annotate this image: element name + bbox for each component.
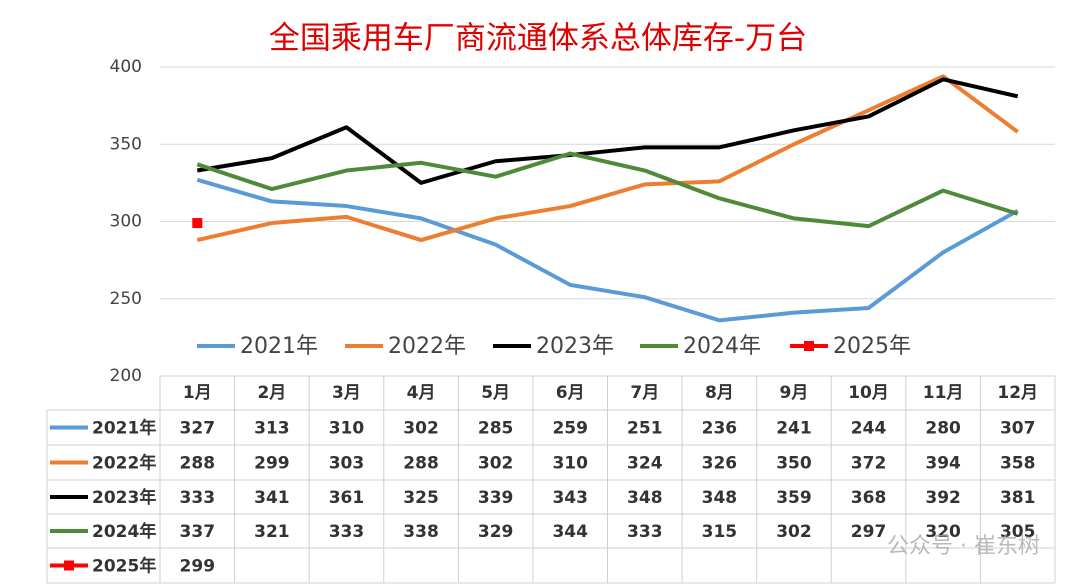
table-cell: 333 (329, 522, 365, 542)
legend-label: 2024年 (683, 334, 761, 359)
table-cell: 251 (627, 419, 663, 439)
table-cell: 236 (702, 419, 738, 439)
table-cell: 325 (403, 488, 439, 508)
table-cell: 280 (925, 419, 961, 439)
table-cell: 392 (925, 488, 961, 508)
x-tick-label: 11月 (923, 383, 964, 403)
table-cell: 297 (851, 522, 887, 542)
table-cell: 339 (478, 488, 514, 508)
table-cell: 324 (627, 454, 663, 474)
table-cell: 368 (851, 488, 887, 508)
series-line (196, 177, 1019, 323)
table-cell: 333 (627, 522, 663, 542)
table-cell: 302 (403, 419, 439, 439)
y-tick-label: 250 (110, 289, 142, 309)
table-cell: 299 (254, 454, 290, 474)
table-cell: 302 (478, 454, 514, 474)
legend-marker (804, 341, 814, 351)
table-cell: 315 (702, 522, 738, 542)
table-cell: 348 (627, 488, 663, 508)
table-cell: 358 (1000, 454, 1036, 474)
table-legend-marker (64, 560, 74, 571)
x-tick-label: 1月 (183, 383, 212, 403)
table-cell: 285 (478, 419, 514, 439)
x-tick-label: 7月 (630, 383, 659, 403)
table-cell: 329 (478, 522, 514, 542)
table-cell: 359 (776, 488, 812, 508)
table-cell: 310 (552, 454, 588, 474)
table-cell: 372 (851, 454, 887, 474)
y-tick-label: 400 (110, 57, 142, 77)
legend-label: 2022年 (388, 334, 466, 359)
table-cell: 299 (180, 557, 216, 577)
legend-label: 2021年 (240, 334, 318, 359)
x-tick-label: 12月 (997, 383, 1038, 403)
table-cell: 337 (180, 522, 216, 542)
table-cell: 381 (1000, 488, 1036, 508)
table-cell: 320 (925, 522, 961, 542)
table-cell: 348 (702, 488, 738, 508)
table-cell: 327 (180, 419, 216, 439)
chart-title: 全国乘用车厂商流通体系总体库存-万台 (269, 21, 807, 57)
table-cell: 288 (403, 454, 439, 474)
x-tick-label: 10月 (848, 383, 889, 403)
y-tick-label: 200 (110, 366, 142, 386)
table-row-label: 2021年 (92, 418, 156, 439)
table-row-label: 2023年 (92, 487, 156, 508)
table-row-label: 2025年 (92, 556, 156, 577)
x-tick-label: 6月 (556, 383, 585, 403)
table-cell: 307 (1000, 419, 1036, 439)
table-cell: 305 (1000, 522, 1036, 542)
table-cell: 241 (776, 419, 812, 439)
table-row-label: 2022年 (92, 453, 156, 474)
y-tick-label: 300 (110, 212, 142, 232)
table-cell: 310 (329, 419, 365, 439)
table-row-label: 2024年 (92, 521, 156, 542)
x-tick-label: 9月 (780, 383, 809, 403)
table-cell: 350 (776, 454, 812, 474)
table-cell: 344 (552, 522, 588, 542)
y-tick-label: 350 (110, 134, 142, 154)
table-cell: 361 (329, 488, 365, 508)
series-line (196, 77, 1019, 185)
table-cell: 288 (180, 454, 216, 474)
series-line (196, 74, 1019, 243)
table-cell: 341 (254, 488, 290, 508)
table-cell: 333 (180, 488, 216, 508)
x-tick-label: 2月 (257, 383, 286, 403)
table-cell: 302 (776, 522, 812, 542)
watermark: 公众号 · 崔东树 (887, 534, 1040, 559)
x-tick-label: 4月 (407, 383, 436, 403)
table-cell: 343 (552, 488, 588, 508)
table-cell: 321 (254, 522, 290, 542)
table-cell: 313 (254, 419, 290, 439)
point-marker (192, 218, 203, 229)
table-cell: 326 (702, 454, 738, 474)
table-cell: 259 (552, 419, 588, 439)
table-cell: 303 (329, 454, 365, 474)
table-cell: 244 (851, 419, 887, 439)
table-cell: 338 (403, 522, 439, 542)
series-line (196, 151, 1019, 229)
x-tick-label: 8月 (705, 383, 734, 403)
legend-label: 2023年 (536, 334, 614, 359)
x-tick-label: 3月 (332, 383, 361, 403)
table-cell: 394 (925, 454, 961, 474)
legend-label: 2025年 (833, 334, 911, 359)
x-tick-label: 5月 (481, 383, 510, 403)
